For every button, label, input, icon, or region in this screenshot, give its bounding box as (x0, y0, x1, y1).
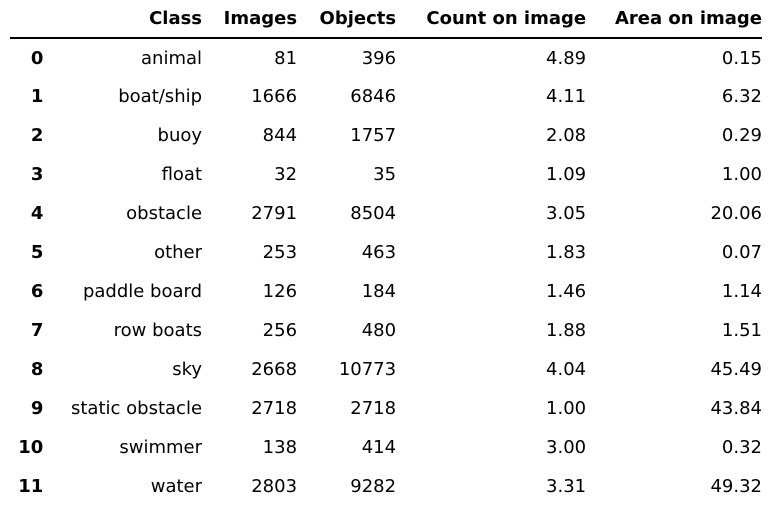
cell-count-on-image: 1.09 (546, 163, 587, 185)
cell-area-on-image: 45.49 (710, 358, 762, 380)
cell-images: 138 (262, 436, 298, 458)
cell-area-on-image: 1.00 (721, 163, 762, 185)
cell-area-on-image: 49.32 (710, 475, 762, 497)
cell-area-on-image: 1.14 (721, 280, 762, 302)
table-row: 8 sky 2668 10773 4.04 45.49 (10, 350, 762, 389)
cell-class: buoy (157, 124, 203, 146)
cell-images: 81 (274, 48, 298, 69)
cell-images: 2668 (251, 358, 298, 380)
cell-objects: 184 (361, 280, 397, 302)
cell-count-on-image: 4.89 (546, 48, 587, 69)
column-header-objects: Objects (297, 0, 397, 39)
column-header-images: Images (202, 0, 298, 39)
cell-objects: 1757 (350, 124, 397, 146)
row-index: 11 (18, 475, 44, 497)
cell-images: 2791 (251, 202, 298, 224)
row-index: 9 (30, 397, 44, 419)
table-row: 9 static obstacle 2718 2718 1.00 43.84 (10, 389, 762, 428)
cell-class: animal (141, 48, 203, 69)
cell-class: obstacle (126, 202, 203, 224)
table-row: 10 swimmer 138 414 3.00 0.32 (10, 428, 762, 467)
cell-class: boat/ship (118, 85, 203, 107)
table-row: 7 row boats 256 480 1.88 1.51 (10, 311, 762, 350)
cell-objects: 2718 (350, 397, 397, 419)
table-row: 11 water 2803 9282 3.31 49.32 (10, 467, 762, 506)
cell-class: other (154, 241, 203, 263)
table-row: 0 animal 81 396 4.89 0.15 (10, 38, 762, 77)
table-row: 4 obstacle 2791 8504 3.05 20.06 (10, 194, 762, 233)
cell-images: 253 (262, 241, 298, 263)
table-row: 1 boat/ship 1666 6846 4.11 6.32 (10, 77, 762, 116)
cell-images: 844 (262, 124, 298, 146)
cell-objects: 8504 (350, 202, 397, 224)
cell-images: 126 (262, 280, 298, 302)
row-index: 10 (18, 436, 44, 458)
cell-area-on-image: 1.51 (721, 319, 762, 341)
cell-class: row boats (113, 319, 203, 341)
cell-images: 32 (274, 163, 298, 185)
table-body: 0 animal 81 396 4.89 0.15 1 boat/ship 1666 6846 4.… (10, 38, 762, 506)
cell-count-on-image: 1.46 (546, 280, 587, 302)
cell-count-on-image: 3.00 (546, 436, 587, 458)
cell-class: static obstacle (71, 397, 203, 419)
cell-area-on-image: 0.15 (721, 48, 762, 69)
cell-objects: 10773 (338, 358, 397, 380)
index-header (10, 0, 44, 39)
column-header-count-on-image: Count on image (396, 0, 587, 39)
cell-count-on-image: 3.05 (546, 202, 587, 224)
cell-class: float (161, 163, 203, 185)
cell-class: swimmer (119, 436, 203, 458)
row-index: 6 (30, 280, 44, 302)
cell-area-on-image: 0.07 (721, 241, 762, 263)
cell-class: sky (172, 358, 203, 380)
cell-count-on-image: 3.31 (546, 475, 587, 497)
table-row: 2 buoy 844 1757 2.08 0.29 (10, 116, 762, 155)
row-index: 0 (30, 48, 44, 69)
cell-objects: 414 (361, 436, 397, 458)
cell-images: 2803 (251, 475, 298, 497)
cell-count-on-image: 1.00 (546, 397, 587, 419)
cell-objects: 396 (361, 48, 397, 69)
class-statistics-table: Class Images Objects Count on image Area… (10, 0, 762, 506)
row-index: 4 (30, 202, 44, 224)
column-header-area-on-image: Area on image (586, 0, 762, 39)
cell-area-on-image: 6.32 (721, 85, 762, 107)
row-index: 8 (30, 358, 44, 380)
cell-images: 2718 (251, 397, 298, 419)
cell-images: 256 (262, 319, 298, 341)
cell-objects: 35 (373, 163, 397, 185)
row-index: 3 (30, 163, 44, 185)
row-index: 5 (30, 241, 44, 263)
row-index: 1 (30, 85, 44, 107)
cell-class: paddle board (82, 280, 203, 302)
table-row: 5 other 253 463 1.83 0.07 (10, 233, 762, 272)
table-row: 3 float 32 35 1.09 1.00 (10, 155, 762, 194)
cell-class: water (150, 475, 203, 497)
cell-images: 1666 (251, 85, 298, 107)
row-index: 2 (30, 124, 44, 146)
cell-area-on-image: 20.06 (710, 202, 762, 224)
cell-objects: 480 (361, 319, 397, 341)
cell-area-on-image: 43.84 (710, 397, 762, 419)
cell-count-on-image: 1.88 (546, 319, 587, 341)
cell-count-on-image: 4.11 (546, 85, 587, 107)
cell-count-on-image: 2.08 (546, 124, 587, 146)
cell-objects: 9282 (350, 475, 397, 497)
table-header: Class Images Objects Count on image Area… (10, 0, 762, 39)
cell-objects: 6846 (350, 85, 397, 107)
cell-count-on-image: 1.83 (546, 241, 587, 263)
cell-objects: 463 (361, 241, 397, 263)
header-row: Class Images Objects Count on image Area… (10, 0, 762, 39)
cell-count-on-image: 4.04 (546, 358, 587, 380)
cell-area-on-image: 0.32 (721, 436, 762, 458)
column-header-class: Class (43, 0, 203, 39)
row-index: 7 (30, 319, 44, 341)
table-row: 6 paddle board 126 184 1.46 1.14 (10, 272, 762, 311)
cell-area-on-image: 0.29 (721, 124, 762, 146)
